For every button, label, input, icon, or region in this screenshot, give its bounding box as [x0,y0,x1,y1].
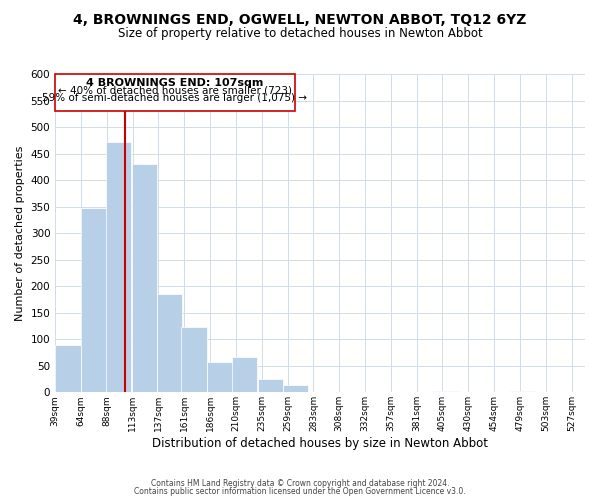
Text: Contains public sector information licensed under the Open Government Licence v3: Contains public sector information licen… [134,487,466,496]
Bar [132,164,157,392]
Bar [283,386,308,392]
Bar [55,74,295,111]
Text: 59% of semi-detached houses are larger (1,075) →: 59% of semi-detached houses are larger (… [43,93,307,103]
Bar [258,379,283,392]
Text: 4 BROWNINGS END: 107sqm: 4 BROWNINGS END: 107sqm [86,78,263,88]
Bar [106,142,131,393]
Bar [207,362,233,392]
Bar [232,356,257,392]
Bar [81,208,107,392]
Text: ← 40% of detached houses are smaller (723): ← 40% of detached houses are smaller (72… [58,86,292,96]
Bar [157,294,182,392]
Bar [181,327,207,392]
Text: Size of property relative to detached houses in Newton Abbot: Size of property relative to detached ho… [118,28,482,40]
X-axis label: Distribution of detached houses by size in Newton Abbot: Distribution of detached houses by size … [152,437,488,450]
Text: Contains HM Land Registry data © Crown copyright and database right 2024.: Contains HM Land Registry data © Crown c… [151,478,449,488]
Text: 4, BROWNINGS END, OGWELL, NEWTON ABBOT, TQ12 6YZ: 4, BROWNINGS END, OGWELL, NEWTON ABBOT, … [73,12,527,26]
Y-axis label: Number of detached properties: Number of detached properties [15,146,25,321]
Bar [55,344,81,393]
Bar [433,391,459,392]
Bar [510,390,535,392]
